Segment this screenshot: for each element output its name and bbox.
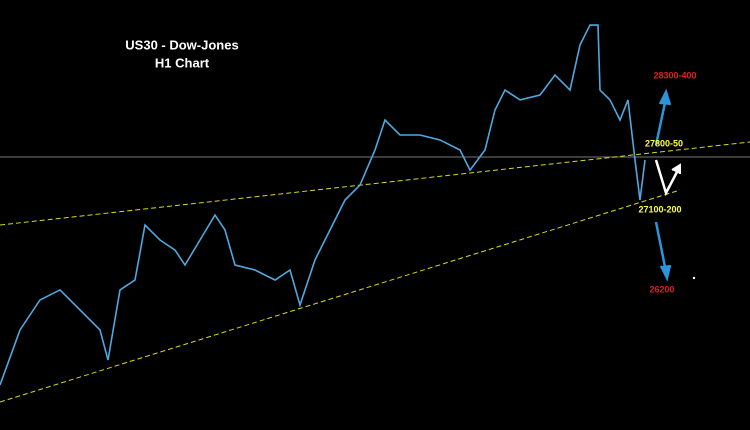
zigzag-arrow-head: [671, 163, 681, 174]
annotation: 27800-50: [645, 138, 683, 148]
zigzag-arrow: [654, 159, 680, 197]
forecast-arrows: [654, 88, 672, 282]
annotation: 26200: [649, 284, 674, 294]
trend-line: [0, 189, 681, 403]
price-line: [0, 24, 646, 386]
annotation: 27100-200: [638, 204, 681, 214]
trend-line: [0, 141, 750, 226]
dot: [692, 276, 696, 280]
annotation: 28300-400: [653, 70, 696, 80]
chart-subtitle: H1 Chart: [155, 55, 210, 70]
chart-title: US30 - Dow-Jones: [125, 37, 238, 52]
